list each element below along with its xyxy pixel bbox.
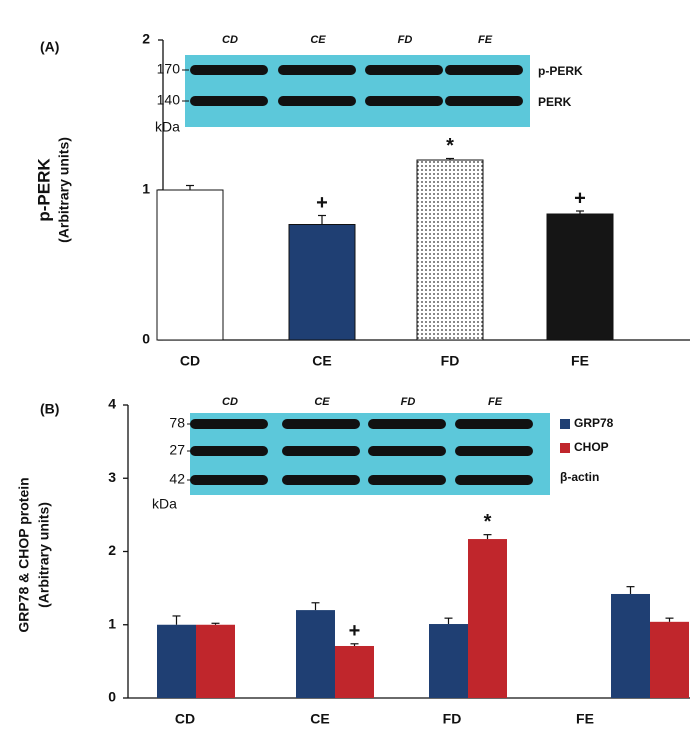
bar bbox=[611, 593, 650, 698]
blot-lane-label: FE bbox=[488, 396, 503, 408]
y-tick-label: 1 bbox=[108, 615, 116, 631]
blot-band bbox=[282, 446, 360, 456]
blot-marker: 27 bbox=[169, 442, 185, 458]
significance-label: + bbox=[349, 620, 361, 642]
bar bbox=[546, 213, 614, 341]
blot-band-label: PERK bbox=[538, 95, 572, 109]
blot-band bbox=[365, 65, 443, 75]
blot-marker: 170 bbox=[157, 61, 181, 77]
y-tick-label: 2 bbox=[142, 31, 150, 47]
blot-band bbox=[368, 419, 446, 429]
x-tick-label: FE bbox=[576, 711, 594, 727]
blot-band bbox=[190, 475, 268, 485]
y-tick-label: 4 bbox=[108, 396, 116, 412]
blot-band bbox=[278, 65, 356, 75]
blot-marker: 42 bbox=[169, 471, 185, 487]
blot-band bbox=[282, 475, 360, 485]
x-tick-label: FE bbox=[571, 353, 589, 369]
blot-lane-label: FE bbox=[478, 34, 493, 46]
blot-lane-label: CD bbox=[222, 34, 238, 46]
blot-unit: kDa bbox=[155, 119, 180, 135]
bar bbox=[156, 189, 224, 341]
y-tick-label: 0 bbox=[142, 331, 150, 347]
bar bbox=[335, 645, 374, 698]
blot-lane-label: CE bbox=[310, 34, 326, 46]
bar bbox=[429, 624, 468, 698]
blot-band bbox=[190, 96, 268, 106]
blot-band bbox=[368, 475, 446, 485]
y-tick-label: 2 bbox=[108, 542, 116, 558]
x-tick-label: CE bbox=[310, 711, 329, 727]
x-tick-label: CE bbox=[312, 353, 331, 369]
blot-band bbox=[455, 475, 533, 485]
x-tick-label: FD bbox=[443, 711, 462, 727]
legend-swatch bbox=[560, 443, 570, 453]
bar bbox=[416, 159, 484, 341]
legend-label: CHOP bbox=[574, 440, 609, 454]
blot-band-label: p-PERK bbox=[538, 64, 583, 78]
blot-band bbox=[190, 419, 268, 429]
blot-band bbox=[455, 446, 533, 456]
bar bbox=[468, 539, 507, 698]
bar bbox=[157, 624, 196, 698]
y-axis-title: p-PERK bbox=[34, 158, 53, 222]
y-axis-title: GRP78 & CHOP protein bbox=[16, 477, 32, 632]
blot-band bbox=[282, 419, 360, 429]
blot-band bbox=[278, 96, 356, 106]
legend-label: GRP78 bbox=[574, 416, 614, 430]
y-tick-label: 1 bbox=[142, 181, 150, 197]
blot-band bbox=[445, 96, 523, 106]
blot-band bbox=[190, 446, 268, 456]
blot-band bbox=[368, 446, 446, 456]
panel-label: (A) bbox=[40, 39, 59, 55]
blot-lane-label: CD bbox=[222, 396, 238, 408]
significance-label: + bbox=[316, 192, 328, 214]
blot-band bbox=[365, 96, 443, 106]
bar bbox=[296, 610, 335, 698]
significance-label: + bbox=[574, 187, 586, 209]
significance-label: * bbox=[446, 135, 454, 157]
bar bbox=[196, 624, 235, 698]
y-axis-subtitle: (Arbitrary units) bbox=[36, 502, 52, 608]
panel-label: (B) bbox=[40, 401, 59, 417]
blot-band bbox=[455, 419, 533, 429]
x-tick-label: CD bbox=[175, 711, 195, 727]
y-axis-subtitle: (Arbitrary units) bbox=[56, 137, 72, 243]
y-tick-label: 3 bbox=[108, 469, 116, 485]
x-tick-label: CD bbox=[180, 353, 200, 369]
legend-swatch bbox=[560, 419, 570, 429]
blot-unit: kDa bbox=[152, 496, 177, 512]
blot-lane-label: FD bbox=[398, 34, 413, 46]
blot-band bbox=[445, 65, 523, 75]
blot-marker: 78 bbox=[169, 415, 185, 431]
blot-band-label: β-actin bbox=[560, 470, 599, 484]
significance-label: * bbox=[484, 511, 492, 533]
blot-marker: 140 bbox=[157, 92, 181, 108]
bar bbox=[288, 224, 356, 341]
blot-lane-label: FD bbox=[401, 396, 416, 408]
x-tick-label: FD bbox=[441, 353, 460, 369]
y-tick-label: 0 bbox=[108, 689, 116, 705]
bar bbox=[650, 621, 689, 698]
blot-lane-label: CE bbox=[314, 396, 330, 408]
blot-band bbox=[190, 65, 268, 75]
